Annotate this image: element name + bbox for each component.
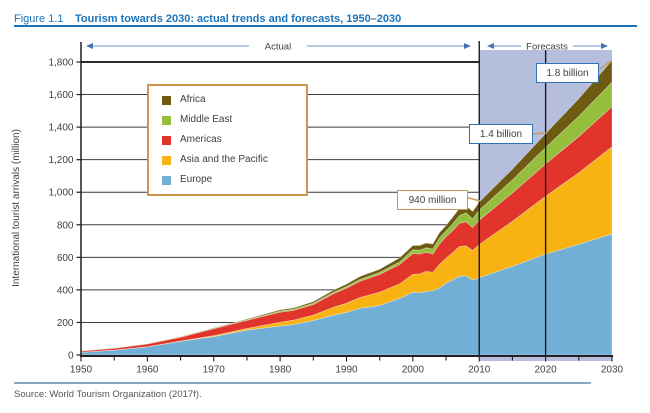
svg-text:0: 0 — [68, 351, 74, 362]
svg-text:600: 600 — [57, 253, 74, 264]
svg-text:1950: 1950 — [70, 365, 93, 376]
svg-text:1960: 1960 — [136, 365, 159, 376]
europe-swatch-icon — [162, 175, 171, 185]
svg-text:400: 400 — [57, 285, 74, 296]
legend-label: Africa — [180, 94, 206, 105]
legend-item-africa: Africa — [162, 95, 300, 105]
legend-item-middle-east: Middle East — [162, 115, 300, 125]
svg-text:2030: 2030 — [601, 365, 624, 376]
svg-text:2010: 2010 — [468, 365, 491, 376]
callout-940-million: 940 million — [397, 190, 468, 210]
svg-text:1970: 1970 — [203, 365, 226, 376]
svg-text:1,800: 1,800 — [48, 58, 73, 69]
chart-layers: 0 200 400 600 800 1,000 1,200 1,400 1,600 1,800 19… — [11, 41, 624, 376]
forecasts-span-label: Forecasts — [526, 42, 568, 53]
americas-swatch-icon — [162, 135, 171, 145]
svg-text:International tourist arrivals: International tourist arrivals (million) — [11, 129, 22, 287]
svg-text:1,600: 1,600 — [48, 90, 73, 101]
legend-item-europe: Europe — [162, 175, 300, 185]
legend-label: Asia and the Pacific — [180, 154, 268, 165]
callout-1-8-billion: 1.8 billion — [536, 63, 599, 83]
actual-span-label: Actual — [265, 42, 291, 53]
chart-top-labels: Actual Forecasts — [265, 42, 568, 53]
asia-pacific-swatch-icon — [162, 155, 171, 165]
svg-text:200: 200 — [57, 318, 74, 329]
figure-title: Tourism towards 2030: actual trends and … — [75, 13, 402, 25]
legend-item-americas: Americas — [162, 135, 300, 145]
legend-item-asia-pacific: Asia and the Pacific — [162, 155, 300, 165]
svg-text:1980: 1980 — [269, 365, 292, 376]
legend-label: Middle East — [180, 114, 233, 125]
source-rule — [14, 382, 591, 384]
svg-text:2020: 2020 — [535, 365, 558, 376]
source-text: Source: World Tourism Organization (2017… — [14, 389, 202, 400]
title-rule — [14, 25, 637, 27]
svg-text:1,200: 1,200 — [48, 155, 73, 166]
svg-text:1,000: 1,000 — [48, 188, 73, 199]
svg-text:1,400: 1,400 — [48, 123, 73, 134]
callout-1-4-billion: 1.4 billion — [469, 124, 533, 144]
chart-legend: Africa Middle East Americas Asia and the… — [147, 84, 308, 196]
figure-number: Figure 1.1 — [14, 13, 64, 25]
legend-label: Europe — [180, 174, 213, 185]
africa-swatch-icon — [162, 95, 171, 105]
svg-text:2000: 2000 — [402, 365, 425, 376]
svg-text:1990: 1990 — [335, 365, 358, 376]
middle-east-swatch-icon — [162, 115, 171, 125]
svg-text:800: 800 — [57, 220, 74, 231]
legend-label: Americas — [180, 134, 222, 145]
figure-header: Figure 1.1 Tourism towards 2030: actual t… — [14, 9, 638, 27]
